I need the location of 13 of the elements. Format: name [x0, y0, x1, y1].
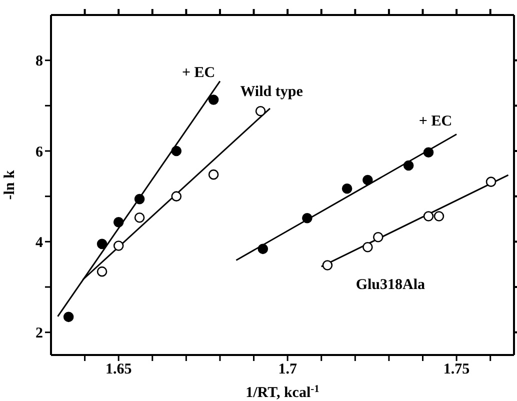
y-tick-label: 8 [36, 54, 43, 70]
y-tick-label: 2 [36, 326, 43, 342]
y-tick-label: 6 [36, 144, 44, 160]
series-label: Glu318Ala [356, 277, 426, 294]
x-tick-label: 1.7 [278, 362, 298, 378]
series-label: + EC [418, 113, 452, 130]
x-tick-label: 1.65 [105, 362, 132, 378]
series-label: + EC [182, 64, 216, 81]
y-tick-label: 4 [36, 234, 44, 251]
x-tick-label: 1.75 [443, 362, 470, 378]
x-axis-title: 1/RT, kcal$^{-1}$ [246, 384, 320, 401]
series-label: Wild type [240, 84, 304, 100]
y-axis-title: -ln k [2, 170, 18, 200]
